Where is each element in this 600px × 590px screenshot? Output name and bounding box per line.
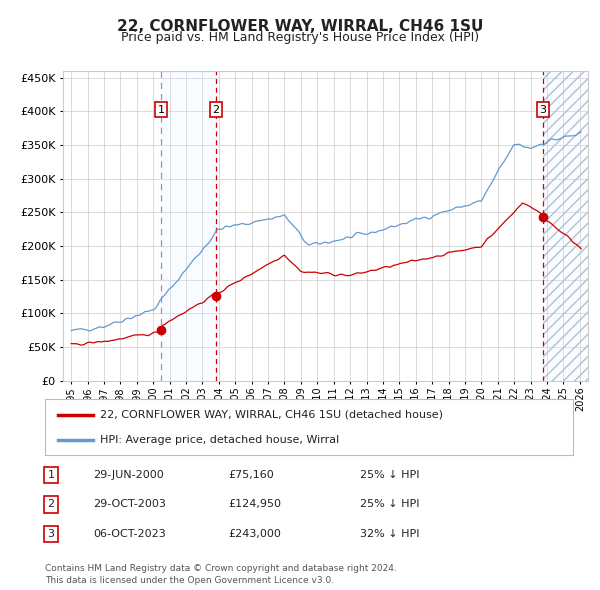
Text: 32% ↓ HPI: 32% ↓ HPI [360, 529, 419, 539]
Text: 3: 3 [539, 104, 547, 114]
Text: 2: 2 [212, 104, 220, 114]
Text: 06-OCT-2023: 06-OCT-2023 [93, 529, 166, 539]
Text: 3: 3 [47, 529, 55, 539]
Text: £243,000: £243,000 [228, 529, 281, 539]
Text: £124,950: £124,950 [228, 500, 281, 509]
Text: 1: 1 [47, 470, 55, 480]
Bar [161, 71, 216, 381]
Text: 2: 2 [47, 500, 55, 509]
Text: 29-JUN-2000: 29-JUN-2000 [93, 470, 164, 480]
Text: 25% ↓ HPI: 25% ↓ HPI [360, 500, 419, 509]
Text: Contains HM Land Registry data © Crown copyright and database right 2024.
This d: Contains HM Land Registry data © Crown c… [45, 565, 397, 585]
Text: £75,160: £75,160 [228, 470, 274, 480]
Text: 29-OCT-2003: 29-OCT-2003 [93, 500, 166, 509]
Text: 22, CORNFLOWER WAY, WIRRAL, CH46 1SU (detached house): 22, CORNFLOWER WAY, WIRRAL, CH46 1SU (de… [100, 409, 443, 419]
Text: 25% ↓ HPI: 25% ↓ HPI [360, 470, 419, 480]
Text: Price paid vs. HM Land Registry's House Price Index (HPI): Price paid vs. HM Land Registry's House … [121, 31, 479, 44]
Text: 1: 1 [158, 104, 165, 114]
Text: HPI: Average price, detached house, Wirral: HPI: Average price, detached house, Wirr… [100, 435, 340, 445]
Text: 22, CORNFLOWER WAY, WIRRAL, CH46 1SU: 22, CORNFLOWER WAY, WIRRAL, CH46 1SU [117, 19, 483, 34]
